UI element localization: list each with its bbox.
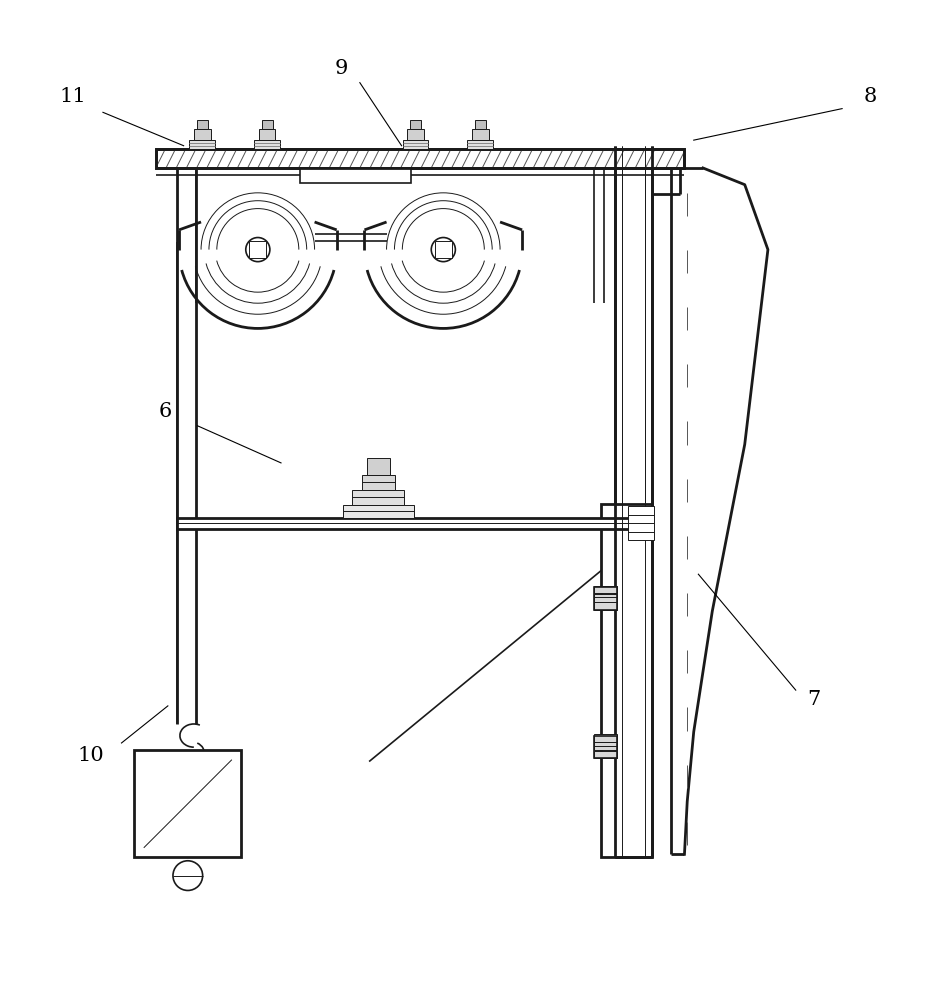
Bar bbox=[594, 602, 617, 610]
Bar bbox=[594, 736, 617, 758]
Text: 11: 11 bbox=[59, 87, 86, 106]
Bar bbox=[362, 475, 395, 490]
Bar bbox=[475, 120, 486, 129]
Bar bbox=[343, 505, 413, 518]
Bar bbox=[156, 149, 685, 168]
Bar bbox=[594, 734, 617, 742]
Text: 10: 10 bbox=[77, 746, 104, 765]
Bar bbox=[258, 129, 275, 140]
Bar bbox=[194, 129, 211, 140]
Bar bbox=[435, 241, 452, 258]
Bar bbox=[407, 129, 424, 140]
Bar bbox=[299, 168, 411, 183]
Bar bbox=[410, 120, 421, 129]
Bar bbox=[594, 586, 617, 593]
Bar bbox=[594, 594, 617, 602]
Bar bbox=[628, 506, 654, 540]
Bar bbox=[402, 140, 428, 149]
Text: 6: 6 bbox=[159, 402, 172, 421]
Bar bbox=[368, 458, 389, 475]
Bar bbox=[601, 504, 652, 857]
Text: 8: 8 bbox=[863, 87, 877, 106]
Text: 7: 7 bbox=[808, 690, 821, 709]
Bar bbox=[472, 129, 489, 140]
Bar bbox=[594, 587, 617, 610]
Bar bbox=[189, 140, 216, 149]
Bar bbox=[261, 120, 272, 129]
Bar bbox=[353, 490, 404, 505]
Bar bbox=[249, 241, 266, 258]
Bar bbox=[197, 120, 208, 129]
Bar bbox=[594, 751, 617, 758]
Bar bbox=[254, 140, 280, 149]
Bar bbox=[594, 742, 617, 750]
Bar bbox=[134, 750, 241, 857]
Bar bbox=[177, 518, 652, 529]
Bar bbox=[156, 149, 685, 168]
Text: 9: 9 bbox=[335, 59, 348, 78]
Bar bbox=[467, 140, 494, 149]
